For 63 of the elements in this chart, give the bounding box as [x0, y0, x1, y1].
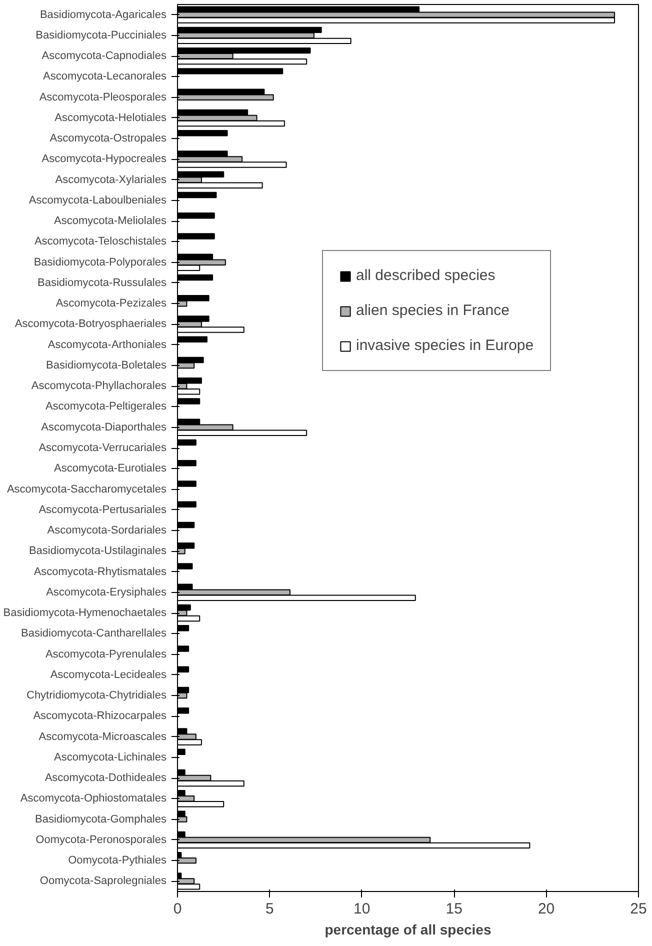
bar: [178, 212, 215, 219]
bar: [178, 439, 196, 446]
bar: [178, 748, 186, 756]
y-tick-label: Basidiomycota-Cantharellales: [20, 628, 167, 640]
x-axis-title: percentage of all species: [324, 922, 492, 938]
y-tick-label: Oomycota-Pythiales: [68, 854, 167, 867]
y-tick-label: Ascomycota-Ophiostomatales: [20, 792, 167, 805]
y-tick-label: Ascomycota-Arthoniales: [48, 338, 167, 351]
y-tick-label: Ascomycota-Pyrenulales: [45, 648, 167, 660]
y-tick-label: Ascomycota-Lecideales: [50, 668, 167, 681]
y-tick-label: Ascomycota-Helotiales: [54, 112, 167, 124]
y-tick-label: Ascomycota-Pezizales: [56, 298, 167, 310]
legend-label: all described species: [356, 267, 496, 284]
y-tick-label: Ascomycota-Pertusariales: [38, 504, 167, 516]
y-tick-label: Basidiomycota-Pucciniales: [36, 29, 167, 42]
x-tick-label: 5: [266, 900, 274, 918]
y-tick-label: Ascomycota-Ostropales: [50, 132, 167, 145]
y-tick-label: Ascomycota-Diaporthales: [41, 421, 167, 434]
y-tick-label: Ascomycota-Eurotiales: [54, 462, 167, 475]
bar: [178, 460, 196, 466]
y-tick-label: Oomycota-Peronosporales: [36, 834, 167, 846]
y-tick-label: Ascomycota-Microascales: [38, 730, 167, 743]
y-tick-label: Ascomycota-Verrucariales: [38, 442, 167, 454]
y-tick-label: Basidiomycota-Russulales: [38, 276, 167, 289]
y-tick-label: Ascomycota-Xylariales: [55, 174, 167, 186]
y-tick-label: Ascomycota-Sordariales: [47, 524, 167, 537]
y-tick-label: Basidiomycota-Gomphales: [35, 813, 167, 826]
y-tick-label: Ascomycota-Botryosphaeriales: [14, 318, 167, 330]
y-tick-label: Ascomycota-Pleosporales: [39, 91, 167, 104]
y-tick-label: Ascomycota-Rhytismatales: [34, 566, 167, 578]
y-tick-label: Basidiomycota-Polyporales: [34, 256, 167, 268]
y-tick-label: Ascomycota-Meliolales: [54, 215, 167, 228]
x-tick-label: 25: [630, 900, 647, 918]
bar: [178, 480, 196, 487]
y-tick-label: Ascomycota-Hypocreales: [42, 153, 167, 166]
x-tick-label: 15: [446, 900, 462, 918]
legend-label: alien species in France: [356, 302, 510, 319]
y-tick-label: Basidiomycota-Ustilaginales: [28, 545, 167, 558]
y-tick-label: Ascomycota-Lecanorales: [42, 70, 167, 83]
bar: [178, 646, 190, 652]
bar: [178, 192, 217, 198]
bar: [178, 130, 228, 136]
y-tick-label: Ascomycota-Rhizocarpales: [33, 710, 167, 722]
bar: [178, 708, 190, 714]
y-tick-label: Chytridiomycota-Chytridiales: [26, 690, 167, 702]
y-tick-label: Basidiomycota-Agaricales: [40, 8, 167, 21]
y-tick-label: Basidiomycota-Hymenochaetales: [3, 607, 167, 620]
bar: [178, 522, 195, 528]
x-tick-label: 20: [538, 900, 555, 918]
y-tick-label: Ascomycota-Laboulbeniales: [28, 194, 167, 206]
y-tick-label: Basidiomycota-Boletales: [46, 359, 167, 372]
y-tick-label: Ascomycota-Teloschistales: [34, 236, 167, 248]
y-tick-label: Oomycota-Saprolegniales: [40, 875, 167, 888]
y-tick-label: Ascomycota-Saccharomycetales: [6, 483, 167, 496]
y-tick-label: Ascomycota-Peltigerales: [45, 400, 167, 413]
y-tick-label: Ascomycota-Capnodiales: [42, 50, 167, 62]
x-tick-label: 0: [173, 900, 182, 918]
legend-label: invasive species in Europe: [356, 337, 534, 354]
y-tick-label: Ascomycota-Lichinales: [54, 751, 167, 764]
x-tick-label: 10: [354, 900, 370, 918]
y-tick-label: Ascomycota-Erysiphales: [46, 586, 167, 598]
y-tick-label: Ascomycota-Phyllachorales: [31, 380, 167, 392]
y-tick-label: Ascomycota-Dothideales: [44, 772, 167, 784]
